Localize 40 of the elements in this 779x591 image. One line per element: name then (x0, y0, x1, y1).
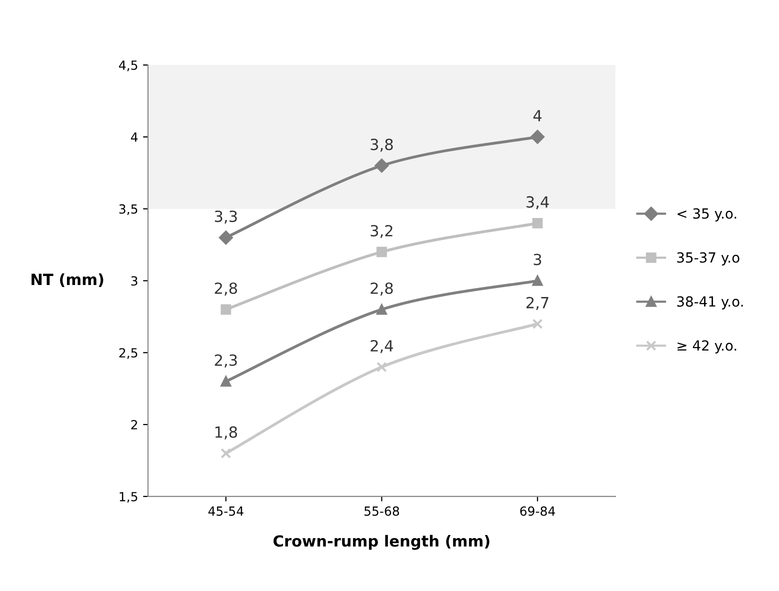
point (532, 318, 543, 330)
x-tick-label: 55-68 (364, 506, 400, 516)
data-label: 4 (533, 110, 542, 122)
y-tick-label: 1,5 (120, 492, 138, 503)
data-label: 2,4 (370, 340, 393, 354)
y-tick-label: 3,5 (119, 204, 138, 216)
data-label: 3,2 (370, 224, 392, 238)
y-tick-label: 4 (130, 132, 138, 142)
legend-label: 38-41 y.o. (677, 296, 743, 310)
y-tick-label: 2,5 (119, 348, 138, 359)
point (220, 376, 232, 387)
y-tick-label: 4,5 (119, 60, 138, 72)
y-tick-label: 3 (131, 276, 138, 286)
point (220, 304, 232, 315)
point (532, 276, 543, 286)
point (376, 304, 387, 315)
x-tick-label: 69-84 (520, 506, 555, 516)
data-label: 3,4 (526, 196, 549, 210)
data-label: 3,3 (214, 210, 237, 224)
data-label: 3 (534, 254, 542, 266)
x-axis-title: Crown-rump length (mm) (274, 534, 490, 550)
point (376, 246, 387, 258)
data-label: 3,8 (370, 138, 393, 152)
data-label: 2,3 (214, 354, 237, 368)
legend-label: ≥ 42 y.o. (678, 340, 736, 354)
data-label: 2,7 (526, 296, 548, 310)
point (374, 158, 389, 173)
x-tick-label: 45-54 (208, 506, 244, 516)
data-label: 2,8 (214, 282, 238, 296)
point (218, 230, 233, 245)
point (220, 448, 232, 459)
data-label: 2,8 (370, 282, 393, 296)
data-label: 1,8 (215, 426, 238, 440)
point (376, 362, 387, 372)
y-tick-label: 2 (131, 420, 138, 430)
point (530, 130, 544, 144)
point (532, 218, 543, 228)
legend-label: < 35 y.o. (678, 208, 736, 222)
legend-label: 35-37 y.o (677, 252, 740, 266)
y-axis-title: NT (mm) (32, 273, 104, 287)
